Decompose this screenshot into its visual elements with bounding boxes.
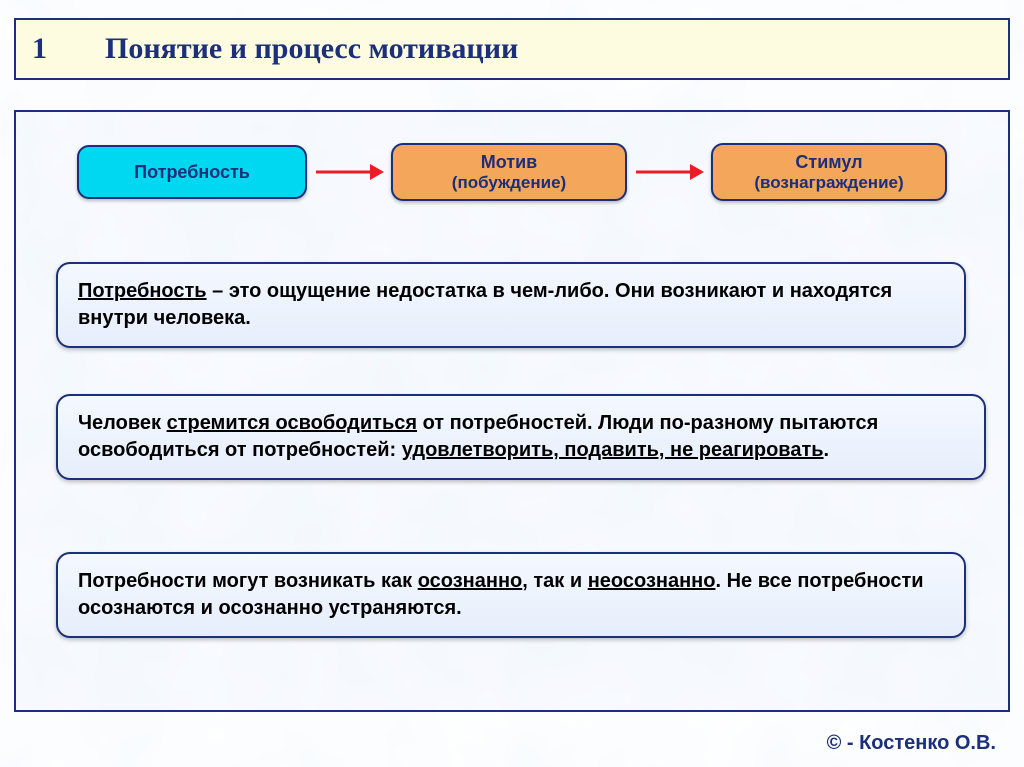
definition-text: , так и: [522, 570, 587, 592]
footer-copyright: © - Костенко О.В.: [827, 732, 996, 755]
title-text: Понятие и процесс мотивации: [105, 32, 518, 66]
flow-node-sublabel: (побуждение): [452, 173, 566, 193]
definition-underlined: осознанно: [418, 570, 523, 592]
definition-box-3: Потребности могут возникать как осознанн…: [56, 552, 966, 638]
definition-underlined: стремится освободиться: [167, 412, 417, 434]
arrow-icon: [634, 160, 704, 184]
flow-node-label: Стимул: [795, 152, 862, 173]
definition-underlined: удовлетворить, подавить, не реагировать: [402, 439, 824, 461]
flow-node-label: Мотив: [481, 152, 538, 173]
flow-node-sublabel: (вознаграждение): [754, 173, 903, 193]
definition-text: .: [824, 439, 830, 461]
title-bar: 1 Понятие и процесс мотивации: [14, 18, 1010, 80]
definition-box-2: Человек стремится освободиться от потреб…: [56, 394, 986, 480]
definition-underlined: неосознанно: [588, 570, 716, 592]
flow-row: Потребность Мотив (побуждение) Стимул (в…: [16, 140, 1008, 204]
flow-node-stimulus: Стимул (вознаграждение): [711, 143, 947, 201]
definition-text: Человек: [78, 412, 167, 434]
arrow-icon: [314, 160, 384, 184]
arrow-1: [307, 145, 391, 199]
title-number: 1: [32, 32, 47, 66]
flow-node-need: Потребность: [77, 145, 307, 199]
definition-text: Потребности могут возникать как: [78, 570, 418, 592]
flow-node-label: Потребность: [134, 162, 250, 183]
definition-box-1: Потребность – это ощущение недостатка в …: [56, 262, 966, 348]
definition-underlined: Потребность: [78, 280, 207, 302]
flow-node-motive: Мотив (побуждение): [391, 143, 627, 201]
arrow-2: [627, 145, 711, 199]
content-panel: Потребность Мотив (побуждение) Стимул (в…: [14, 110, 1010, 712]
